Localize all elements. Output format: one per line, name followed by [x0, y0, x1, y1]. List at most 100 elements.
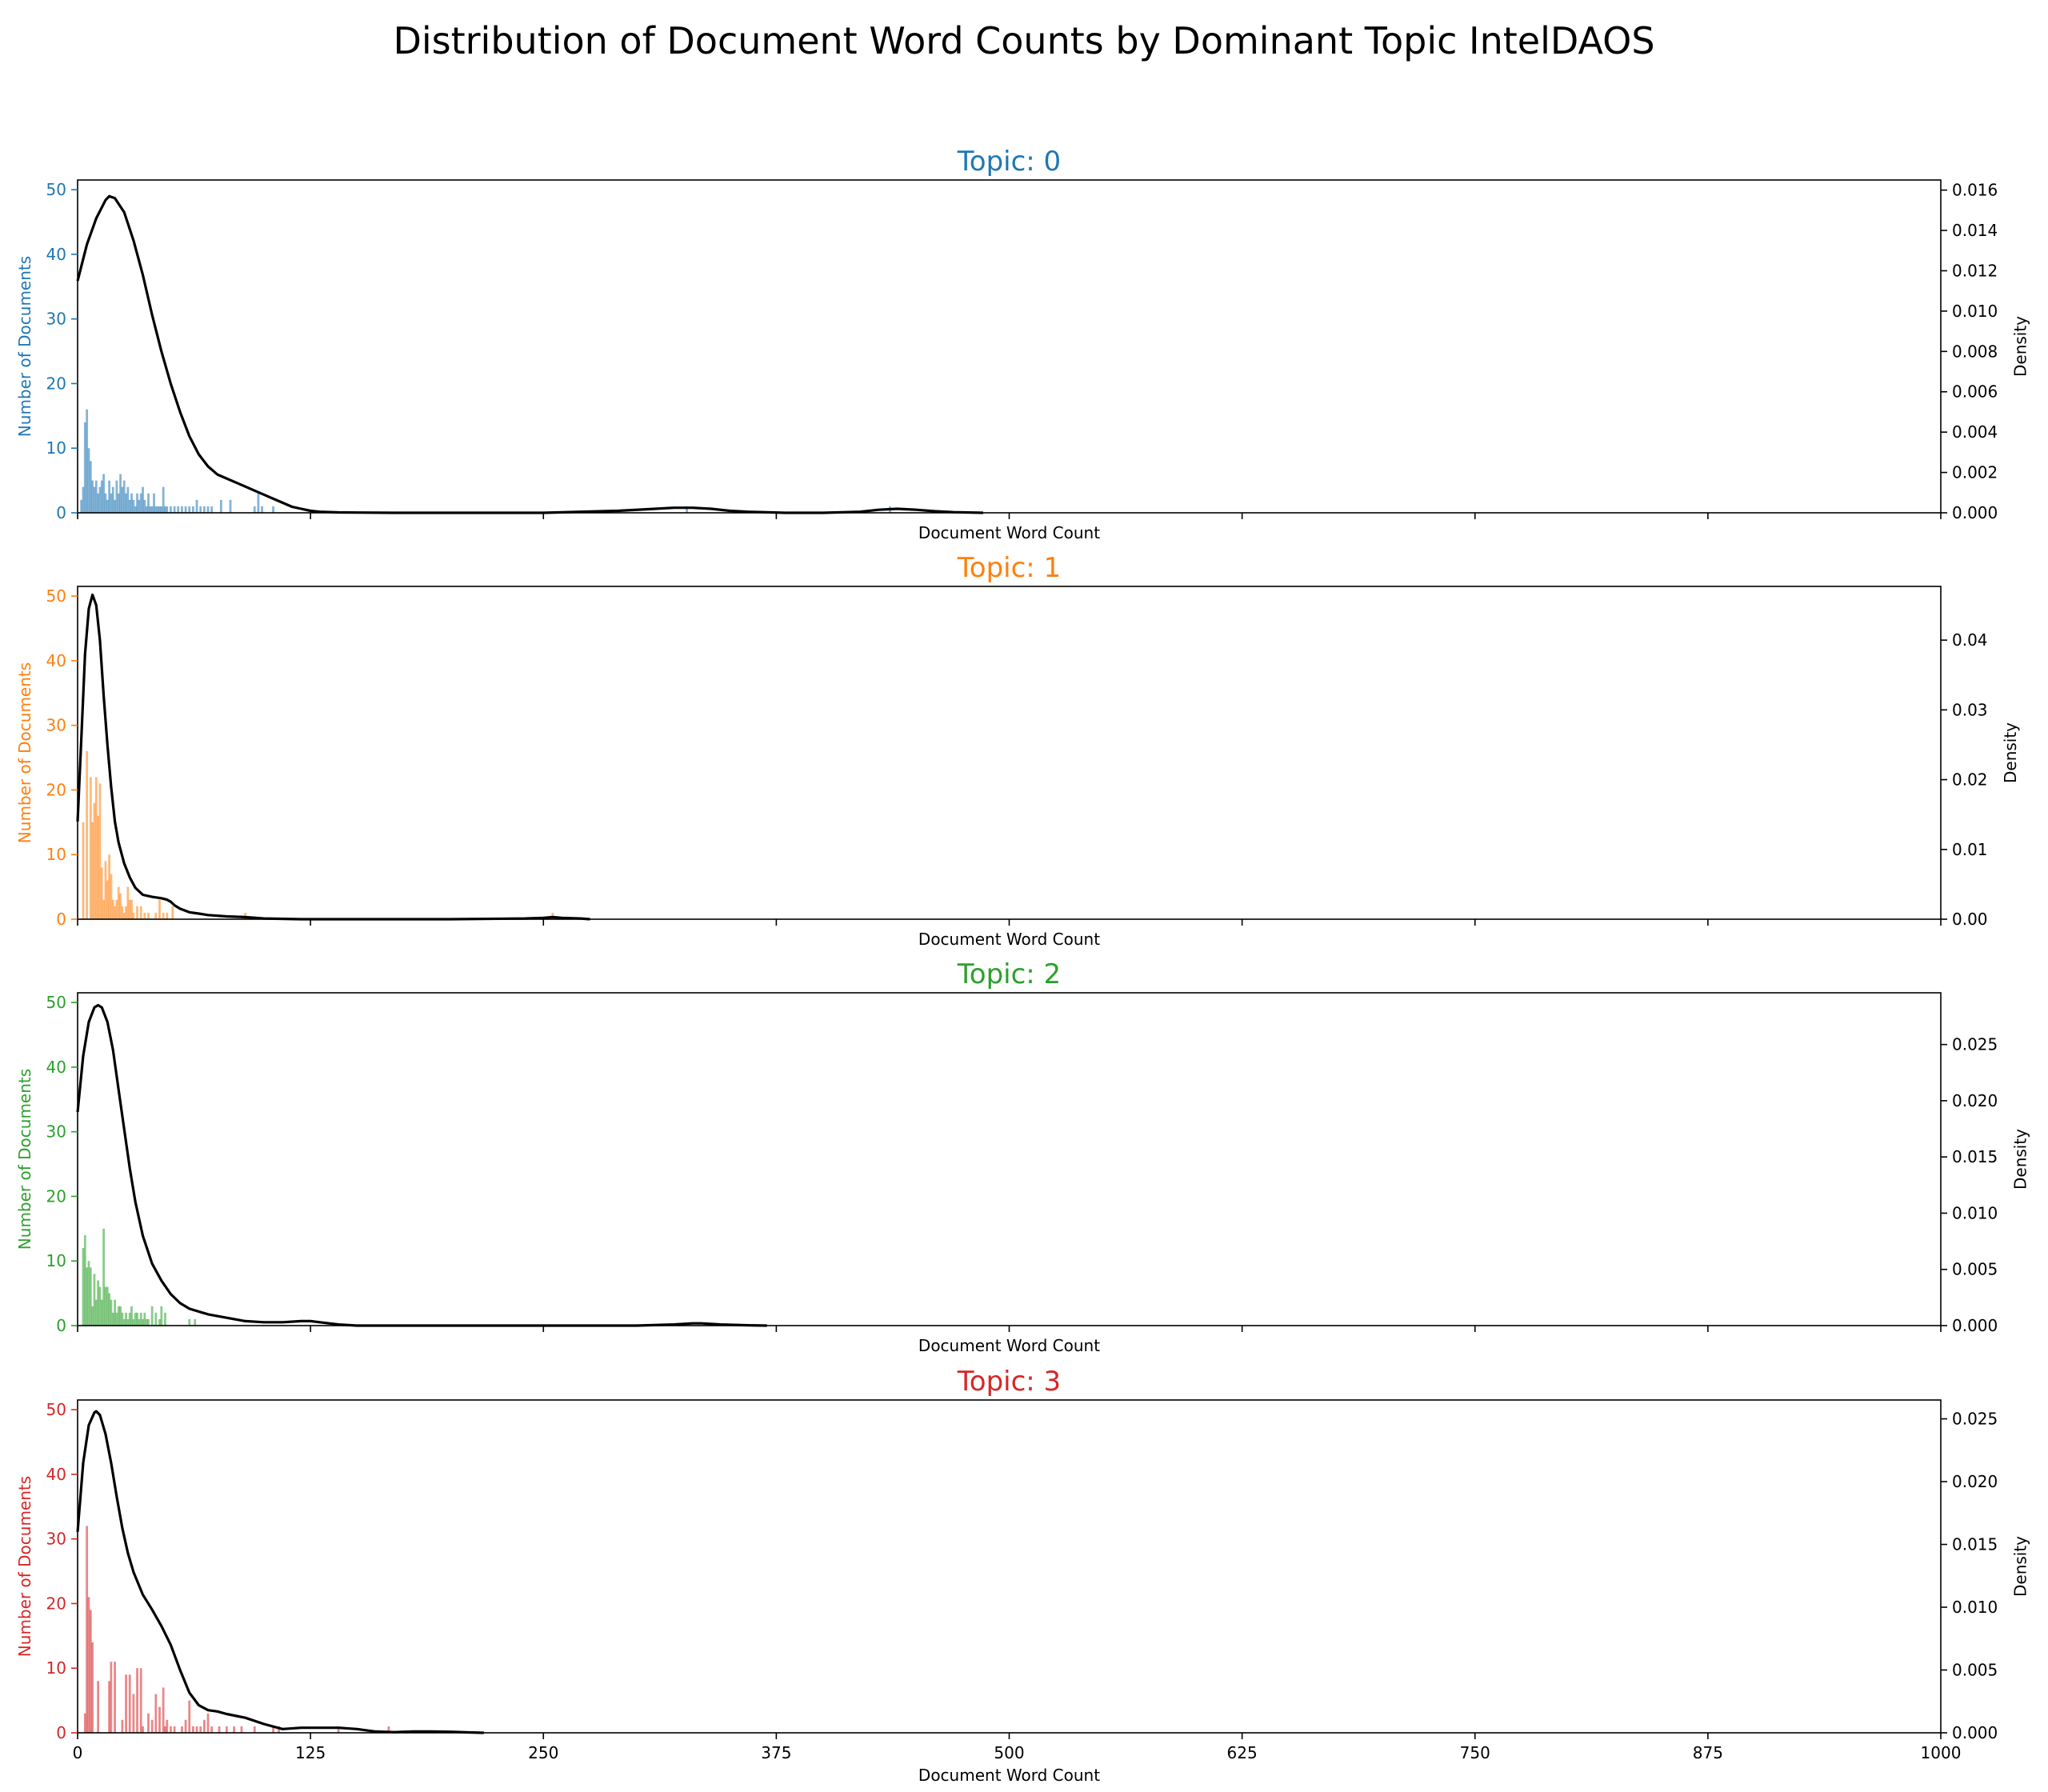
histogram-bar [147, 1318, 150, 1326]
y-tick-label: 40 [46, 651, 66, 670]
histogram-bar [188, 1318, 191, 1326]
histogram-bar [110, 1299, 113, 1326]
histogram-bar [110, 1662, 113, 1733]
histogram-bar [160, 506, 163, 513]
histogram-bar [87, 448, 90, 513]
density-axis-label: Density [2011, 316, 2030, 377]
histogram-bar [126, 886, 130, 919]
x-axis-label: Document Word Count [918, 1766, 1100, 1785]
histogram-bar [83, 422, 86, 513]
y-tick-label: 10 [46, 1251, 66, 1270]
density-tick-label: 0.000 [1952, 503, 1998, 522]
histogram-bar [219, 499, 222, 513]
histogram-bar [162, 912, 165, 919]
histogram-bar [93, 1274, 96, 1326]
histogram-bar [138, 1318, 141, 1326]
density-tick-label: 0.002 [1952, 463, 1998, 482]
histogram-bar [89, 1610, 92, 1733]
histogram-bar [199, 506, 202, 513]
histogram-bar [202, 1719, 206, 1733]
density-tick-label: 0.000 [1952, 1316, 1998, 1335]
histogram-bar [106, 1286, 109, 1326]
y-tick-label: 20 [46, 374, 66, 393]
histogram-bar [94, 1299, 98, 1326]
subplot-title: Topic: 2 [957, 958, 1061, 990]
histogram-bar [272, 1726, 274, 1733]
histogram-bar [91, 1642, 94, 1733]
histogram-bar [143, 1312, 146, 1326]
histogram-bar [337, 1726, 340, 1733]
histogram-bar [110, 874, 113, 919]
x-tick-label: 0 [73, 1743, 83, 1762]
left-y-axis: 0 10 20 30 40 50 Number of Documents [15, 180, 78, 522]
histogram-bar [134, 1312, 137, 1326]
histogram-bar [117, 1306, 120, 1326]
histogram-bar [94, 480, 98, 513]
histogram-bar [87, 1261, 90, 1326]
histogram-bar [166, 506, 169, 513]
histogram-bar [126, 486, 130, 513]
figure-title: Distribution of Document Word Counts by … [393, 19, 1654, 62]
density-tick-label: 0.025 [1952, 1035, 1998, 1054]
density-tick-label: 0.02 [1952, 770, 1988, 790]
histogram-bar [191, 1726, 194, 1733]
histogram-bar [147, 1713, 150, 1733]
histogram-bar [145, 506, 148, 513]
histogram-bar [104, 1286, 107, 1326]
left-y-axis: 0 10 20 30 40 50 Number of Documents [15, 993, 78, 1335]
histogram-bar [102, 474, 106, 513]
histogram-bar [108, 854, 110, 919]
histogram-bar [86, 1526, 89, 1733]
histogram-bar [119, 893, 122, 919]
histogram-bar [108, 1681, 110, 1733]
histogram-bar [164, 1312, 166, 1326]
y-tick-label: 50 [46, 586, 66, 606]
histogram-bar [125, 906, 127, 919]
histogram-bar [158, 506, 161, 513]
histogram-bar [139, 1668, 142, 1733]
histogram-bar [106, 499, 109, 513]
histogram-bar [229, 499, 232, 513]
density-axis-label: Density [2011, 1536, 2030, 1597]
histogram-bar [130, 493, 133, 513]
histogram-bar [80, 499, 83, 513]
histogram-bar [240, 1726, 243, 1733]
histogram-bar [108, 480, 110, 513]
density-tick-label: 0.020 [1952, 1091, 1998, 1110]
histogram-bar [121, 906, 124, 919]
histogram-bar [136, 1312, 138, 1326]
histogram-bar [143, 912, 146, 919]
histogram-bar [87, 1597, 90, 1733]
density-axis-label: Density [2011, 1129, 2030, 1190]
histogram-bar [122, 1318, 126, 1326]
density-tick-label: 0.015 [1952, 1535, 1998, 1554]
histogram-bar [156, 506, 159, 513]
y-tick-label: 0 [56, 1723, 66, 1742]
y-tick-label: 50 [46, 1400, 66, 1419]
histogram-bar [686, 506, 688, 513]
histogram-bar [102, 1228, 106, 1326]
histogram-bar [82, 486, 85, 513]
right-density-axis: 0.000 0.005 0.010 0.015 0.020 0.025 Density [1941, 1035, 2030, 1335]
histogram-bar [98, 486, 102, 513]
x-axis: Document Word Count [77, 513, 1942, 542]
y-axis-label: Number of Documents [15, 1069, 34, 1250]
density-tick-label: 0.00 [1952, 910, 1988, 929]
x-axis: 0 125 250 375 500 625 750 875 1000 Document Word … [73, 1733, 1961, 1785]
y-tick-label: 10 [46, 845, 66, 864]
x-axis: Document Word Count [77, 919, 1942, 949]
histogram-bar [139, 1312, 142, 1326]
histogram-bar [86, 1267, 89, 1326]
y-tick-label: 0 [56, 910, 66, 929]
histogram-bar [97, 1681, 100, 1733]
subplot-title: Topic: 3 [957, 1366, 1061, 1398]
histogram-bar [154, 912, 158, 919]
histogram-bar [253, 506, 256, 513]
histogram-bar [195, 1726, 198, 1733]
y-tick-label: 40 [46, 245, 66, 264]
histogram-bar [114, 499, 116, 513]
histogram-bar [111, 486, 114, 513]
histogram-bar [195, 499, 198, 513]
right-density-axis: 0.00 0.01 0.02 0.03 0.04 Density [1941, 630, 2020, 929]
